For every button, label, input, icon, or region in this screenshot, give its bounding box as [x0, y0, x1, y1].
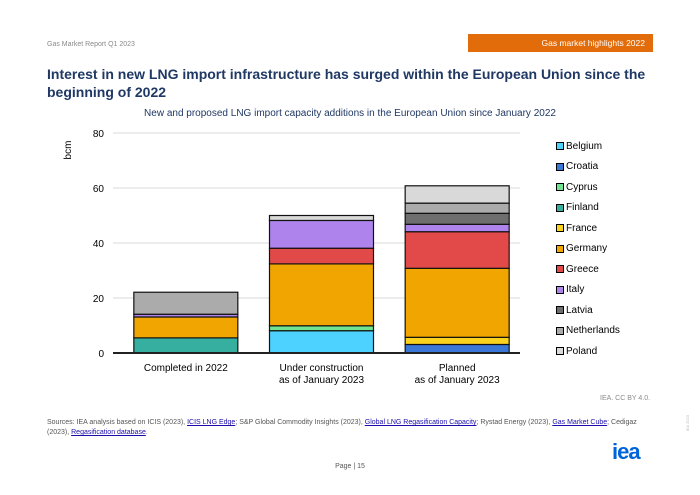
- legend-swatch: [556, 162, 564, 171]
- source-link-icis-lng-edge[interactable]: ICIS LNG Edge: [187, 419, 236, 426]
- iea-logo: iea: [612, 439, 641, 464]
- legend-label: Croatia: [566, 161, 599, 173]
- page-title: Interest in new LNG import infrastructur…: [47, 66, 646, 100]
- y-tick-label: 80: [93, 129, 105, 140]
- legend-swatch: [556, 306, 564, 315]
- legend-item-finland: Finland: [556, 198, 620, 219]
- bar-stack: [133, 291, 239, 354]
- bar-segment-france: [404, 336, 510, 346]
- bar-segment-finland: [133, 337, 239, 354]
- legend-swatch: [556, 265, 564, 274]
- y-axis-label: bcm: [63, 141, 74, 160]
- vertical-watermark: IEA 2023: [685, 415, 690, 432]
- legend-swatch: [556, 203, 564, 212]
- sources-text: ; Rystad Energy (2023),: [476, 419, 553, 426]
- legend-item-italy: Italy: [556, 280, 620, 301]
- bar-segment-cyprus: [268, 325, 375, 332]
- source-link-global-lng-regasification[interactable]: Global LNG Regasification Capacity: [364, 419, 477, 426]
- legend-swatch: [556, 183, 564, 192]
- legend-label: Netherlands: [566, 325, 620, 337]
- section-banner: Gas market highlights 2022: [468, 34, 653, 52]
- bar-segment-croatia: [404, 343, 510, 354]
- x-tick-label: as of January 2023: [279, 375, 364, 386]
- bar-segment-latvia: [404, 212, 510, 225]
- legend-item-france: France: [556, 218, 620, 239]
- x-tick-label: Completed in 2022: [144, 363, 228, 374]
- bar-segment-greece: [268, 247, 375, 265]
- x-tick-label: as of January 2023: [415, 375, 500, 386]
- bar-stack: [404, 185, 510, 354]
- legend-swatch: [556, 224, 564, 233]
- legend-label: Finland: [566, 202, 599, 214]
- legend-item-poland: Poland: [556, 341, 620, 362]
- bar-segment-poland: [404, 185, 510, 204]
- bar-segment-netherlands: [404, 202, 510, 214]
- legend-swatch: [556, 326, 564, 335]
- legend-item-croatia: Croatia: [556, 157, 620, 178]
- bar-segment-italy: [404, 223, 510, 233]
- legend-item-latvia: Latvia: [556, 300, 620, 321]
- sources-text: ; S&P Global Commodity Insights (2023),: [235, 419, 365, 426]
- bar-segment-italy: [268, 219, 375, 249]
- credit: IEA. CC BY 4.0.: [600, 395, 651, 402]
- sources-prefix: Sources: IEA analysis based on ICIS (202…: [47, 419, 188, 426]
- legend-label: France: [566, 222, 598, 234]
- legend-item-belgium: Belgium: [556, 136, 620, 157]
- legend: Belgium Croatia Cyprus Finland France Germany…: [556, 136, 620, 362]
- legend-item-germany: Germany: [556, 239, 620, 260]
- bar-segment-belgium: [268, 330, 375, 354]
- source-link-gas-market-cube[interactable]: Gas Market Cube: [552, 419, 608, 426]
- legend-label: Italy: [566, 284, 585, 296]
- y-tick-label: 20: [93, 294, 105, 305]
- sources-text: ; Cedigaz (2023),: [47, 419, 637, 436]
- legend-swatch: [556, 285, 564, 294]
- legend-item-netherlands: Netherlands: [556, 321, 620, 342]
- y-tick-label: 0: [98, 349, 104, 360]
- bar-stack: [268, 214, 375, 354]
- bar-segment-poland: [268, 214, 375, 222]
- legend-label: Poland: [566, 345, 598, 357]
- legend-swatch: [556, 244, 564, 253]
- y-tick-labels: 0 20 40 60 80: [93, 129, 105, 360]
- legend-item-cyprus: Cyprus: [556, 177, 620, 198]
- x-tick-label: Planned: [439, 363, 476, 374]
- legend-label: Greece: [566, 263, 599, 275]
- legend-item-greece: Greece: [556, 259, 620, 280]
- legend-swatch: [556, 347, 564, 356]
- bar-segment-germany: [133, 316, 239, 339]
- sources-suffix: .: [145, 429, 148, 436]
- legend-label: Cyprus: [566, 181, 598, 193]
- y-tick-label: 40: [93, 239, 105, 250]
- bar-segment-greece: [404, 231, 510, 269]
- bar-segment-germany: [404, 267, 510, 338]
- page-number: Page | 15: [335, 463, 365, 470]
- sources-note: Sources: IEA analysis based on ICIS (202…: [47, 418, 657, 438]
- legend-swatch: [556, 142, 564, 151]
- bar-segment-netherlands: [133, 291, 239, 315]
- source-link-regasification-database[interactable]: Regasification database: [71, 429, 146, 436]
- report-name: Gas Market Report Q1 2023: [47, 41, 135, 48]
- bar-segment-germany: [268, 263, 375, 327]
- y-tick-label: 60: [93, 184, 105, 195]
- legend-label: Belgium: [566, 140, 603, 152]
- bars: [133, 185, 510, 354]
- legend-label: Latvia: [566, 304, 593, 316]
- legend-label: Germany: [566, 243, 608, 255]
- x-tick-label: Under construction: [280, 363, 364, 374]
- chart-title: New and proposed LNG import capacity add…: [144, 108, 556, 119]
